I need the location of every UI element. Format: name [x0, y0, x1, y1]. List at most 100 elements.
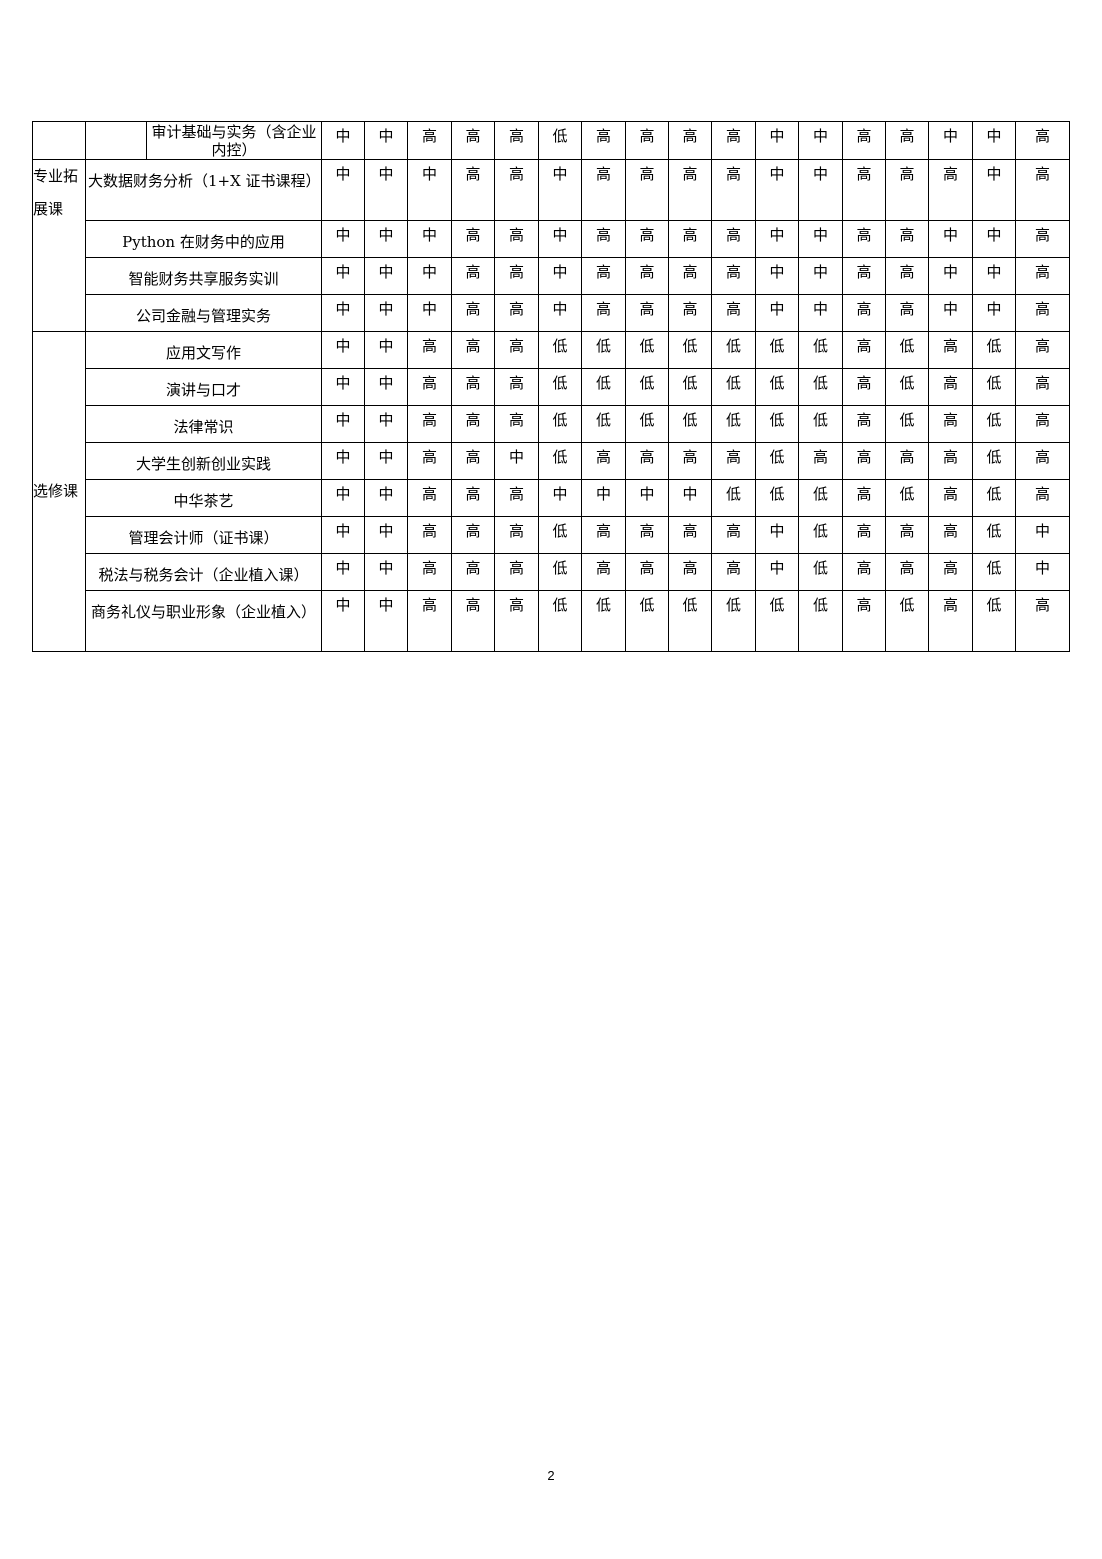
rating-cell: 高	[451, 257, 495, 295]
rating-cell: 中	[581, 479, 626, 517]
course-name-cell: 大学生创新创业实践	[85, 442, 322, 480]
rating-cell: 高	[407, 331, 452, 369]
rating-cell: 高	[494, 368, 539, 406]
rating-cell: 低	[581, 331, 626, 369]
rating-cell: 低	[755, 368, 799, 406]
rating-cell: 高	[668, 442, 712, 480]
rating-cell: 中	[755, 257, 799, 295]
rating-cell: 高	[407, 442, 452, 480]
rating-cell: 低	[972, 553, 1016, 591]
table-row: Python 在财务中的应用中中中高高中高高高高中中高高中中高	[33, 220, 1070, 258]
rating-cell: 中	[321, 590, 365, 652]
category-cell: 选修课	[32, 331, 86, 652]
rating-cell: 高	[581, 294, 626, 332]
rating-cell: 中	[538, 257, 582, 295]
rating-cell: 高	[1015, 294, 1070, 332]
rating-cell: 高	[885, 220, 929, 258]
rating-cell: 中	[364, 442, 408, 480]
rating-cell: 中	[321, 121, 365, 160]
rating-cell: 低	[538, 442, 582, 480]
rating-cell: 低	[885, 368, 929, 406]
rating-cell: 低	[755, 479, 799, 517]
rating-cell: 中	[928, 257, 973, 295]
rating-cell: 低	[972, 479, 1016, 517]
rating-cell: 高	[928, 331, 973, 369]
rating-cell: 低	[668, 368, 712, 406]
rating-cell: 高	[451, 294, 495, 332]
rating-cell: 高	[581, 516, 626, 554]
rating-cell: 高	[451, 368, 495, 406]
rating-cell: 中	[928, 294, 973, 332]
rating-cell: 高	[842, 553, 886, 591]
rating-cell: 高	[668, 257, 712, 295]
category-cell: 专业拓展课	[32, 159, 86, 332]
rating-cell: 高	[451, 516, 495, 554]
rating-cell: 中	[321, 479, 365, 517]
rating-cell: 中	[798, 121, 843, 160]
rating-cell: 中	[321, 294, 365, 332]
rating-cell: 低	[972, 442, 1016, 480]
rating-cell: 高	[885, 553, 929, 591]
rating-cell: 中	[972, 294, 1016, 332]
rating-cell: 低	[711, 368, 756, 406]
rating-cell: 中	[364, 368, 408, 406]
rating-cell: 中	[972, 257, 1016, 295]
table-row: 演讲与口才中中高高高低低低低低低低高低高低高	[33, 368, 1070, 406]
rating-cell: 低	[885, 405, 929, 443]
rating-cell: 低	[798, 479, 843, 517]
rating-cell: 高	[1015, 368, 1070, 406]
rating-cell: 高	[928, 479, 973, 517]
rating-cell: 低	[972, 368, 1016, 406]
course-name-cell: 管理会计师（证书课）	[85, 516, 322, 554]
rating-cell: 中	[755, 159, 799, 221]
rating-cell: 中	[972, 159, 1016, 221]
rating-cell: 高	[1015, 405, 1070, 443]
rating-cell: 低	[755, 590, 799, 652]
rating-cell: 低	[538, 121, 582, 160]
rating-cell: 高	[1015, 121, 1070, 160]
course-name-cell: Python 在财务中的应用	[85, 220, 322, 258]
rating-cell: 高	[842, 368, 886, 406]
rating-cell: 低	[711, 331, 756, 369]
rating-cell: 高	[668, 516, 712, 554]
course-name-cell: 税法与税务会计（企业植入课）	[85, 553, 322, 591]
rating-cell: 中	[364, 331, 408, 369]
rating-cell: 低	[798, 331, 843, 369]
rating-cell: 高	[581, 442, 626, 480]
rating-cell: 高	[928, 405, 973, 443]
rating-cell: 低	[711, 405, 756, 443]
rating-cell: 高	[581, 220, 626, 258]
page-number: 2	[547, 1468, 555, 1483]
rating-cell: 高	[928, 159, 973, 221]
course-name-cell: 演讲与口才	[85, 368, 322, 406]
rating-cell: 中	[321, 516, 365, 554]
rating-cell: 低	[798, 590, 843, 652]
rating-cell: 高	[711, 159, 756, 221]
rating-cell: 中	[407, 220, 452, 258]
rating-cell: 中	[1015, 516, 1070, 554]
rating-cell: 低	[972, 590, 1016, 652]
rating-cell: 中	[407, 294, 452, 332]
rating-cell: 高	[494, 516, 539, 554]
rating-cell: 高	[494, 590, 539, 652]
rating-cell: 中	[364, 220, 408, 258]
rating-cell: 高	[711, 257, 756, 295]
rating-cell: 高	[451, 220, 495, 258]
category-cell	[32, 121, 86, 160]
rating-cell: 中	[321, 220, 365, 258]
rating-cell: 低	[538, 331, 582, 369]
rating-cell: 高	[1015, 257, 1070, 295]
rating-cell: 低	[668, 331, 712, 369]
rating-cell: 高	[407, 479, 452, 517]
rating-cell: 低	[798, 516, 843, 554]
rating-cell: 高	[928, 553, 973, 591]
rating-cell: 高	[885, 159, 929, 221]
rating-cell: 高	[451, 479, 495, 517]
rating-cell: 高	[407, 516, 452, 554]
rating-cell: 中	[364, 121, 408, 160]
rating-cell: 高	[1015, 331, 1070, 369]
rating-cell: 高	[928, 590, 973, 652]
rating-cell: 低	[755, 331, 799, 369]
rating-cell: 中	[321, 405, 365, 443]
rating-cell: 中	[407, 257, 452, 295]
